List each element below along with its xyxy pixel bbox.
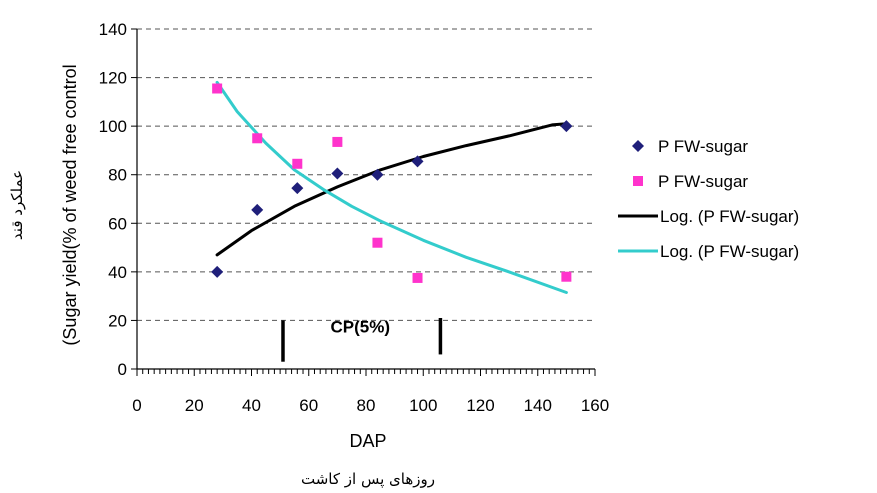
legend: P FW-sugar P FW-sugar Log. (P FW-sugar) Log… xyxy=(618,137,799,261)
x-tick-label-60: 60 xyxy=(299,396,318,415)
x-tick-label-120: 120 xyxy=(466,396,494,415)
y-tick-label-40: 40 xyxy=(108,263,127,282)
x-tick-label-80: 80 xyxy=(357,396,376,415)
legend-label-2: Log. (P FW-sugar) xyxy=(660,207,799,226)
data-point-1-6 xyxy=(561,271,572,282)
y-tick-label-60: 60 xyxy=(108,214,127,233)
legend-marker-1 xyxy=(633,176,643,186)
data-point-0-6 xyxy=(560,120,573,133)
x-axis-title-fa: روزهای پس از کاشت xyxy=(301,470,435,489)
x-tick-label-0: 0 xyxy=(132,396,141,415)
x-tick-label-160: 160 xyxy=(581,396,609,415)
data-point-1-3 xyxy=(332,136,343,147)
legend-label-1: P FW-sugar xyxy=(658,172,748,191)
axes: 0 20 40 60 80 100 120 140 0 20 40 60 80 100 120 140 160 xyxy=(99,20,610,415)
y-tick-label-20: 20 xyxy=(108,311,127,330)
y-tick-label-100: 100 xyxy=(99,117,127,136)
legend-label-0: P FW-sugar xyxy=(658,137,748,156)
data-point-0-2 xyxy=(291,182,304,195)
y-axis-title: (Sugar yield(% of weed free control xyxy=(60,64,80,345)
legend-label-3: Log. (P FW-sugar) xyxy=(660,242,799,261)
x-axis-title: DAP xyxy=(349,431,386,451)
legend-marker-0 xyxy=(632,140,644,152)
y-tick-label-80: 80 xyxy=(108,166,127,185)
y-tick-label-140: 140 xyxy=(99,20,127,39)
data-point-1-2 xyxy=(292,158,303,169)
x-tick-label-100: 100 xyxy=(409,396,437,415)
x-tick-label-20: 20 xyxy=(185,396,204,415)
y-axis-title-fa: عملکرد قند xyxy=(8,170,26,240)
data-point-0-5 xyxy=(411,155,424,168)
data-point-1-1 xyxy=(252,133,263,144)
trendline-3 xyxy=(215,80,568,294)
x-tick-label-140: 140 xyxy=(524,396,552,415)
data-point-0-0 xyxy=(211,265,224,278)
trendline-2 xyxy=(215,122,568,257)
data-point-0-4 xyxy=(371,168,384,181)
plot-series xyxy=(211,80,573,294)
x-tick-label-40: 40 xyxy=(242,396,261,415)
data-point-1-0 xyxy=(212,83,223,94)
data-point-0-1 xyxy=(251,203,264,216)
y-tick-label-120: 120 xyxy=(99,69,127,88)
y-tick-label-0: 0 xyxy=(118,360,127,379)
data-point-1-4 xyxy=(372,237,383,248)
data-point-1-5 xyxy=(412,272,423,283)
annotation-cp: CP(5%) xyxy=(331,318,391,337)
annotations: CP(5%) xyxy=(281,318,443,362)
data-point-0-3 xyxy=(331,167,344,180)
